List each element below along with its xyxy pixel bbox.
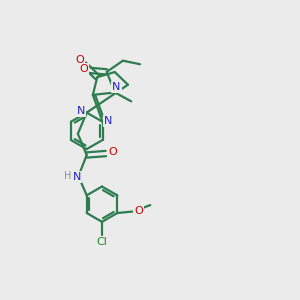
Text: N: N [103,116,112,126]
Text: N: N [73,172,81,182]
Text: O: O [109,147,118,157]
Text: N: N [77,106,86,116]
Text: Cl: Cl [97,237,107,247]
Text: N: N [112,82,121,92]
Text: H: H [64,171,72,181]
Text: O: O [80,64,88,74]
Text: O: O [75,55,84,65]
Text: O: O [134,206,143,216]
